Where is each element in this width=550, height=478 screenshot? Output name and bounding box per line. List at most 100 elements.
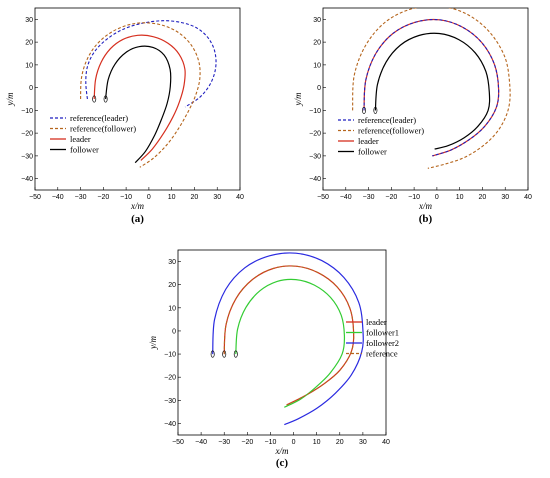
x-tick-label: 40 [382, 439, 390, 446]
legend-entry: follower [358, 147, 387, 157]
y-tick-label: −40 [21, 176, 33, 183]
legend: reference(leader)reference(follower)lead… [50, 113, 136, 155]
x-tick-label: 20 [191, 194, 199, 201]
x-axis-label: x/m [275, 446, 289, 456]
legend: reference(leader)reference(follower)lead… [338, 115, 424, 157]
y-tick-label: 10 [313, 62, 321, 69]
y-tick-label: −20 [309, 131, 321, 138]
y-tick-label: 30 [168, 259, 176, 266]
x-tick-label: 30 [359, 439, 367, 446]
legend-entry: reference [366, 349, 398, 359]
y-axis-label: y/m [5, 92, 15, 106]
y-tick-label: 10 [25, 62, 33, 69]
y-axis-label: y/m [148, 336, 158, 350]
chart-panel-3: −50 −40 −30 −20 −10 0 10 20 30 40 30 20 10 0 −10 −20 −30… [148, 249, 399, 469]
y-tick-label: 0 [317, 85, 321, 92]
series-line-leader [93, 34, 186, 161]
x-tick-label: −20 [385, 194, 397, 201]
x-tick-label: −40 [340, 194, 352, 201]
x-tick-label: −10 [408, 194, 420, 201]
x-tick-label: −10 [265, 439, 277, 446]
x-tick-label: −50 [172, 439, 184, 446]
plot-frame [322, 7, 529, 191]
y-tick-label: −40 [164, 421, 176, 428]
x-tick-label: −40 [195, 439, 207, 446]
plot-frame [177, 249, 387, 436]
x-tick-label: 0 [147, 194, 151, 201]
x-tick-label: −30 [75, 194, 87, 201]
series-line-follower2 [212, 252, 364, 426]
y-tick-label: −40 [309, 176, 321, 183]
y-tick-label: 10 [168, 305, 176, 312]
legend-entry: reference(follower) [358, 126, 424, 136]
series-line-reference [223, 265, 355, 406]
series-line-follower [374, 32, 491, 150]
y-tick-label: −20 [164, 375, 176, 382]
x-tick-label: −20 [97, 194, 109, 201]
x-tick-label: −30 [218, 439, 230, 446]
x-tick-label: 30 [213, 194, 221, 201]
vessel-marker [103, 95, 108, 103]
panel-label: (b) [419, 213, 433, 225]
legend-entry: leader [358, 136, 379, 146]
y-tick-label: −10 [21, 108, 33, 115]
x-tick-label: −50 [317, 194, 329, 201]
legend-entry: follower2 [366, 338, 399, 348]
x-tick-label: −50 [29, 194, 41, 201]
y-tick-label: 0 [172, 328, 176, 335]
plot-frame [34, 7, 241, 191]
vessel-marker [373, 106, 378, 114]
y-tick-label: −20 [21, 131, 33, 138]
y-tick-label: 20 [25, 40, 33, 47]
x-tick-label: 10 [456, 194, 464, 201]
panel-label: (c) [276, 457, 289, 469]
vessel-marker [222, 350, 227, 358]
series-line-leader [223, 265, 355, 406]
series-line-reference-follower- [352, 8, 511, 169]
legend-entry: reference(leader) [70, 113, 128, 123]
x-tick-label: −30 [363, 194, 375, 201]
legend-entry: reference(leader) [358, 115, 416, 125]
x-tick-label: −40 [52, 194, 64, 201]
chart-panel-2: −50 −40 −30 −20 −10 0 10 20 30 40 30 20 10 0 −10 −20 −30… [293, 7, 532, 225]
y-tick-label: −30 [309, 153, 321, 160]
x-tick-label: −10 [120, 194, 132, 201]
x-tick-label: 30 [501, 194, 509, 201]
x-axis-label: x/m [418, 201, 432, 211]
legend-entry: reference(follower) [70, 124, 136, 134]
x-axis-label: x/m [130, 201, 144, 211]
y-tick-label: −30 [21, 153, 33, 160]
y-tick-label: 30 [25, 17, 33, 24]
x-tick-label: 20 [479, 194, 487, 201]
x-tick-label: −20 [241, 439, 253, 446]
series-line-follower1 [235, 278, 346, 408]
legend-entry: follower1 [366, 328, 399, 338]
y-tick-label: 20 [168, 282, 176, 289]
x-tick-label: 20 [336, 439, 344, 446]
series-line-reference-leader- [363, 18, 500, 157]
chart-panel-1: −50 −40 −30 −20 −10 0 10 20 30 40 30 20 10 0 −10 −20 −30… [5, 7, 244, 225]
x-tick-label: 40 [236, 194, 244, 201]
x-tick-label: 10 [313, 439, 321, 446]
vessel-marker [362, 106, 366, 114]
x-tick-label: 0 [292, 439, 296, 446]
vessel-marker [210, 350, 215, 358]
x-tick-label: 0 [435, 194, 439, 201]
y-tick-label: 30 [313, 17, 321, 24]
series-line-follower [105, 45, 172, 164]
legend-entry: follower [70, 145, 99, 155]
y-tick-label: 0 [29, 85, 33, 92]
vessel-marker [92, 95, 97, 103]
legend-entry: leader [70, 134, 91, 144]
y-axis-label: y/m [293, 92, 303, 106]
series-line-reference-leader- [85, 20, 217, 108]
x-tick-label: 10 [168, 194, 176, 201]
series-line-reference-follower- [80, 22, 201, 168]
y-tick-label: 20 [313, 40, 321, 47]
vessel-marker [233, 350, 238, 358]
x-tick-label: 40 [524, 194, 532, 201]
y-tick-label: −10 [164, 352, 176, 359]
y-tick-label: −10 [309, 108, 321, 115]
